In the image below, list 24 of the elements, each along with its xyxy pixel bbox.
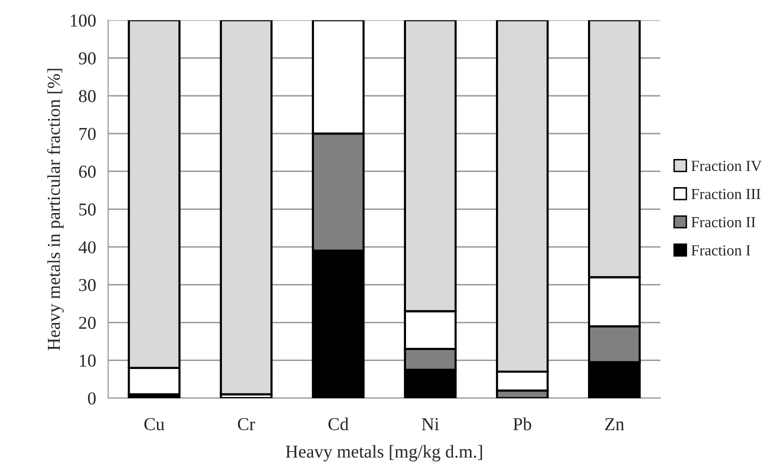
y-tick-label: 70	[79, 128, 96, 140]
y-tick-label: 20	[79, 316, 96, 329]
x-tick-label: Zn	[605, 418, 624, 430]
y-tick-label: 80	[78, 90, 96, 102]
x-tick-label: Cd	[328, 418, 349, 430]
y-tick-label: 40	[78, 241, 96, 254]
y-tick-label: 60	[79, 166, 96, 178]
legend-label: Fraction III	[691, 188, 760, 200]
y-tick-label: 30	[79, 278, 96, 292]
y-tick-label: 100	[70, 14, 96, 27]
x-tick-label: Ni	[422, 418, 439, 430]
x-axis-title: Heavy metals [mg/kg d.m.]	[286, 445, 482, 462]
x-tick-label: Pb	[513, 418, 532, 430]
legend-label: Fraction IV	[691, 160, 762, 172]
legend-label: Fraction I	[691, 245, 750, 256]
x-tick-label: Cr	[238, 418, 256, 430]
bar	[220, 20, 273, 396]
x-tick-label: Cu	[144, 418, 164, 430]
y-tick-label: 0	[88, 392, 96, 405]
legend-label: Fraction II	[691, 217, 756, 228]
y-axis-title: Heavy metals in particular fraction [%]	[47, 68, 64, 350]
y-tick-label: 90	[78, 52, 96, 64]
y-tick-label: 50	[79, 203, 96, 216]
y-tick-label: 10	[80, 354, 96, 367]
